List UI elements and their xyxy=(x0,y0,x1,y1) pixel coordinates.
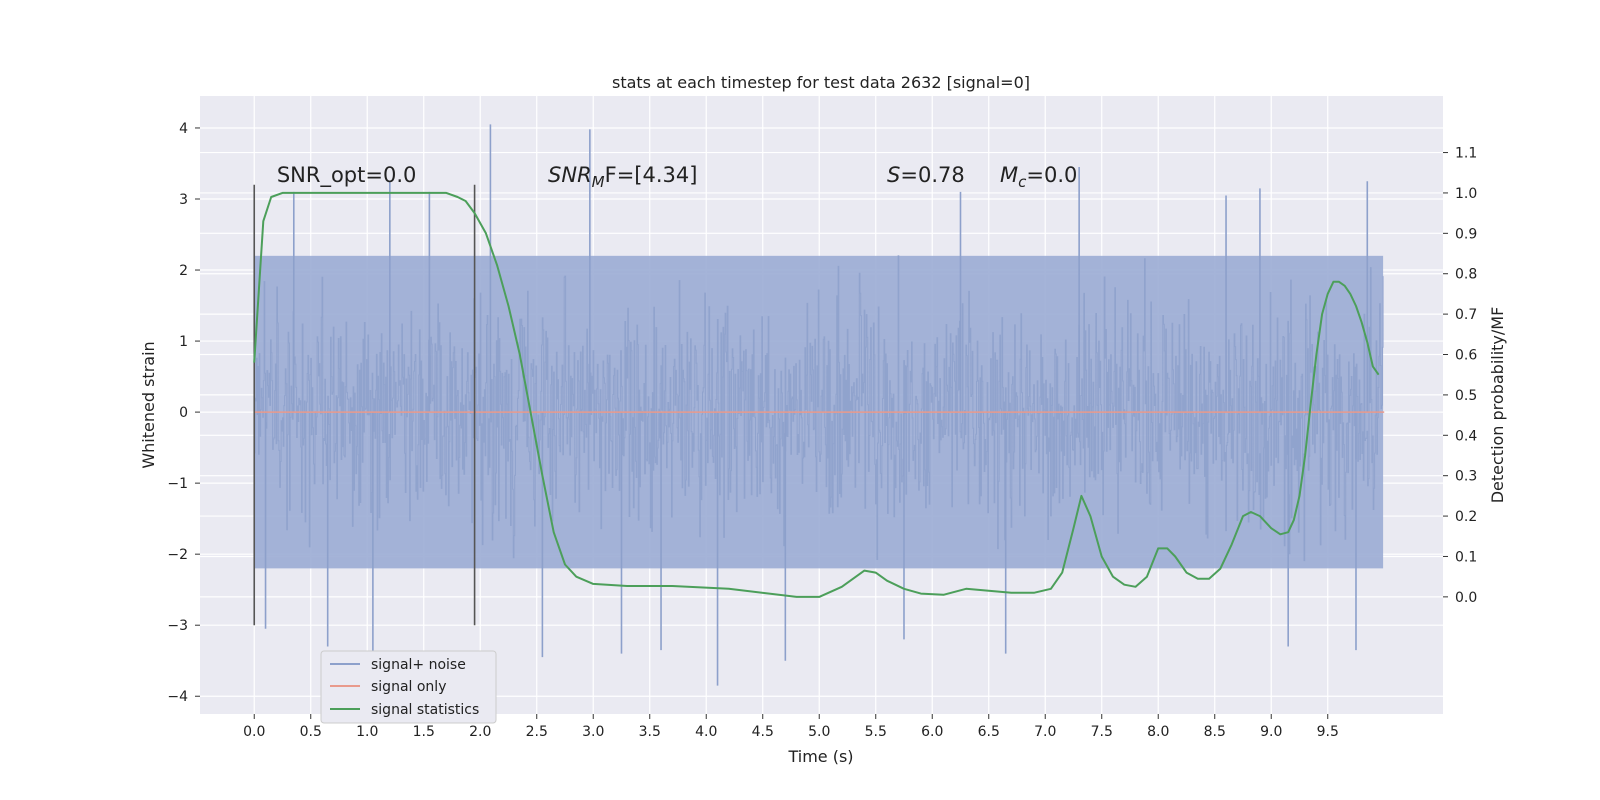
x-tick-label-8: 4.0 xyxy=(695,724,717,740)
x-axis-ticks: 0.0 0.5 1.0 1.5 2.0 2.5 3.0 3.5 4.0 4.5 5.0 5.5 6.0 6… xyxy=(243,714,1339,740)
y2-tick-label-4: 0.7 xyxy=(1455,307,1477,323)
x-tick-label-16: 8.0 xyxy=(1147,724,1169,740)
annotation-3: Mc=0.0 xyxy=(1000,163,1077,191)
y-tick-label-4: 0 xyxy=(179,405,188,421)
y2-tick-label-10: 0.1 xyxy=(1455,549,1477,565)
y2-tick-label-11: 0.0 xyxy=(1455,590,1477,606)
x-tick-label-19: 9.5 xyxy=(1317,724,1339,740)
y2-tick-label-7: 0.4 xyxy=(1455,428,1477,444)
y2-tick-label-2: 0.9 xyxy=(1455,226,1477,242)
annotation-0: SNR_opt=0.0 xyxy=(277,163,417,188)
x-tick-label-9: 4.5 xyxy=(752,724,774,740)
legend-label-noise: signal+ noise xyxy=(371,657,466,673)
statistics-line xyxy=(253,191,1380,598)
x-tick-label-6: 3.0 xyxy=(582,724,604,740)
annotation-1: SNRMF=[4.34] xyxy=(548,163,697,191)
y-tick-label-6: −2 xyxy=(167,547,188,563)
legend-label-statistics: signal statistics xyxy=(371,702,479,718)
x-tick-label-15: 7.5 xyxy=(1091,724,1113,740)
x-tick-label-4: 2.0 xyxy=(469,724,491,740)
x-tick-label-1: 0.5 xyxy=(300,724,322,740)
legend: signal+ noise signal only signal statist… xyxy=(320,650,497,724)
chart-title: stats at each timestep for test data 263… xyxy=(612,73,1030,92)
x-tick-label-17: 8.5 xyxy=(1204,724,1226,740)
x-axis-label: Time (s) xyxy=(787,747,853,766)
y2-axis-ticks: 1.1 1.0 0.9 0.8 0.7 0.6 0.5 0.4 0.3 0.2 0.1 0.0 xyxy=(1443,146,1477,606)
y2-tick-label-5: 0.6 xyxy=(1455,348,1477,364)
noise-trace xyxy=(253,255,1384,562)
x-tick-label-14: 7.0 xyxy=(1034,724,1056,740)
annotation-2: S=0.78 xyxy=(887,163,965,187)
y2-tick-label-6: 0.5 xyxy=(1455,388,1477,404)
x-tick-label-5: 2.5 xyxy=(526,724,548,740)
legend-label-signal-only: signal only xyxy=(371,679,446,695)
y2-tick-label-1: 1.0 xyxy=(1455,186,1477,202)
y2-axis-label: Detection probability/MF xyxy=(1488,307,1507,504)
y-tick-label-5: −1 xyxy=(167,476,188,492)
y-tick-label-1: 3 xyxy=(179,192,188,208)
vertical-markers xyxy=(253,184,476,626)
x-tick-label-12: 6.0 xyxy=(921,724,943,740)
series-signal-statistics xyxy=(253,191,1380,598)
x-tick-label-11: 5.5 xyxy=(865,724,887,740)
x-tick-label-18: 9.0 xyxy=(1260,724,1282,740)
legend-box xyxy=(320,650,497,724)
y-tick-label-2: 2 xyxy=(179,263,188,279)
annotations: SNR_opt=0.0 SNRMF=[4.34] S=0.78 Mc=0.0 xyxy=(277,163,1078,191)
x-tick-label-3: 1.5 xyxy=(413,724,435,740)
y-axis-label: Whitened strain xyxy=(139,341,158,468)
y2-tick-label-9: 0.2 xyxy=(1455,509,1477,525)
y2-tick-label-8: 0.3 xyxy=(1455,469,1477,485)
y-tick-label-7: −3 xyxy=(167,618,188,634)
x-tick-label-7: 3.5 xyxy=(639,724,661,740)
y2-tick-label-3: 0.8 xyxy=(1455,267,1477,283)
x-tick-label-10: 5.0 xyxy=(808,724,830,740)
x-tick-label-13: 6.5 xyxy=(978,724,1000,740)
y2-tick-label-0: 1.1 xyxy=(1455,146,1477,162)
y-tick-label-3: 1 xyxy=(179,334,188,350)
y-tick-label-0: 4 xyxy=(179,121,188,137)
y-tick-label-8: −4 xyxy=(167,689,188,705)
x-tick-label-2: 1.0 xyxy=(356,724,378,740)
x-tick-label-0: 0.0 xyxy=(243,724,265,740)
y-axis-ticks: 4 3 2 1 0 −1 −2 −3 −4 xyxy=(167,121,200,705)
